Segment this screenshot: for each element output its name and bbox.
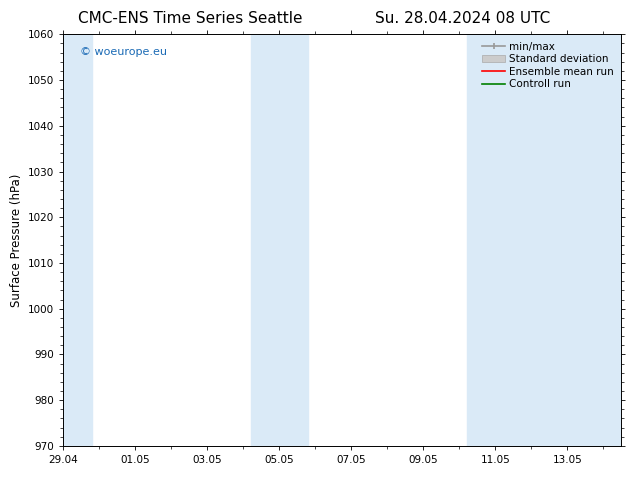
- Text: CMC-ENS Time Series Seattle: CMC-ENS Time Series Seattle: [78, 11, 302, 26]
- Legend: min/max, Standard deviation, Ensemble mean run, Controll run: min/max, Standard deviation, Ensemble me…: [480, 40, 616, 92]
- Text: Su. 28.04.2024 08 UTC: Su. 28.04.2024 08 UTC: [375, 11, 550, 26]
- Y-axis label: Surface Pressure (hPa): Surface Pressure (hPa): [10, 173, 23, 307]
- Bar: [60, 34, 92, 446]
- Bar: [250, 34, 308, 446]
- Bar: [467, 34, 625, 446]
- Text: © woeurope.eu: © woeurope.eu: [80, 47, 167, 57]
